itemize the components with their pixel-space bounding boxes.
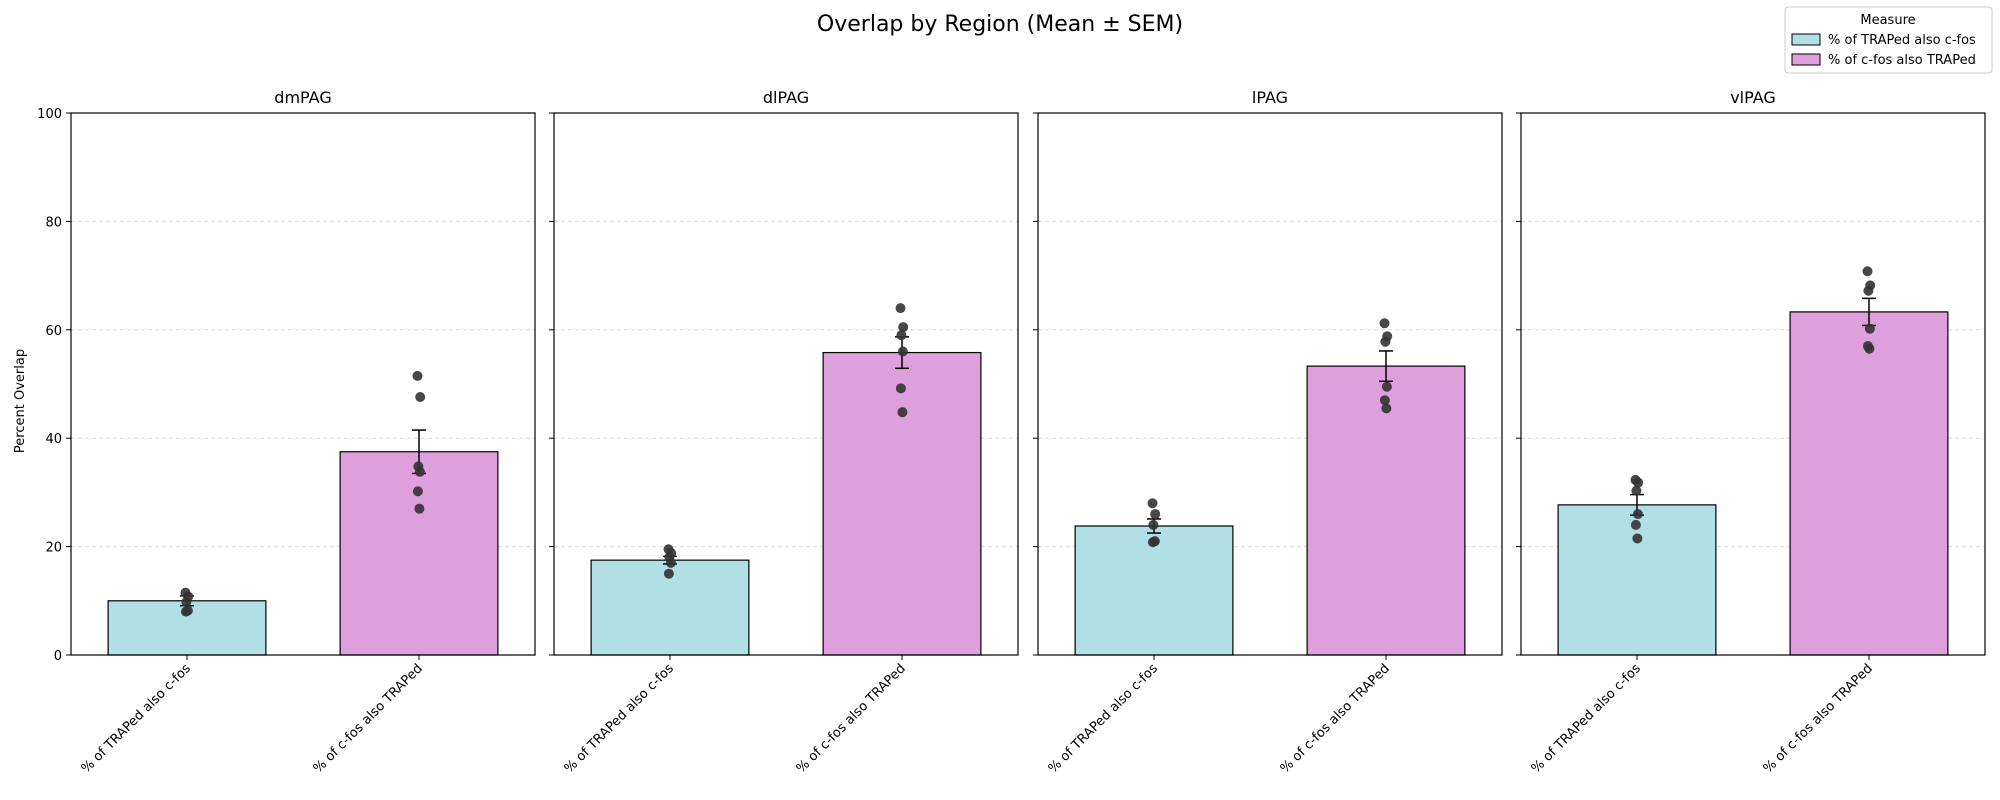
- bar: [822, 351, 982, 656]
- data-point: [414, 466, 425, 477]
- data-point: [895, 383, 906, 394]
- data-point: [1630, 519, 1641, 530]
- y-tick-label: 20: [45, 541, 62, 556]
- data-point: [1631, 485, 1642, 496]
- x-tick-label: % of TRAPed also c-fos: [79, 661, 194, 776]
- data-point: [1147, 498, 1158, 509]
- bar: [1789, 311, 1949, 656]
- x-tick-label: % of c-fos also TRAPed: [311, 661, 426, 776]
- data-point: [414, 503, 425, 514]
- data-point: [1148, 519, 1159, 530]
- bar: [1306, 365, 1466, 656]
- data-point: [1633, 477, 1644, 488]
- panel-title: dmPAG: [274, 88, 331, 107]
- panel-title: vlPAG: [1730, 88, 1776, 107]
- x-tick-label: % of TRAPed also c-fos: [1529, 661, 1644, 776]
- panel-vlPAG: vlPAG % of TRAPed also c-fos % of c-fos al…: [1516, 88, 1986, 776]
- legend-label-1: % of c-fos also TRAPed: [1828, 53, 1976, 68]
- legend-frame: [1784, 6, 1993, 74]
- bar: [1074, 525, 1234, 656]
- data-point: [1379, 318, 1390, 329]
- x-tick-label: % of TRAPed also c-fos: [562, 661, 677, 776]
- data-point: [1632, 509, 1643, 520]
- x-tick-label: % of TRAPed also c-fos: [1046, 661, 1161, 776]
- data-point: [1864, 323, 1875, 334]
- panel-frame: [553, 112, 1019, 656]
- data-point: [180, 606, 191, 617]
- data-point: [181, 596, 192, 607]
- data-point: [895, 303, 906, 314]
- y-axis-label: Percent Overlap: [13, 349, 28, 453]
- panel-title: lPAG: [1252, 88, 1288, 107]
- legend-swatch-1: [1791, 53, 1821, 66]
- data-point: [1864, 343, 1875, 354]
- data-point: [663, 568, 674, 579]
- data-point: [1147, 537, 1158, 548]
- panel-dmPAG: dmPAG % of TRAPed also c-fos % of c-fos al…: [37, 88, 536, 776]
- data-point: [1381, 381, 1392, 392]
- chart-panels: dmPAG % of TRAPed also c-fos % of c-fos al…: [37, 88, 1986, 776]
- x-tick-label: % of c-fos also TRAPed: [1761, 661, 1876, 776]
- bar: [339, 451, 499, 656]
- panel-frame: [1037, 112, 1503, 656]
- data-point: [897, 346, 908, 357]
- data-point: [412, 370, 423, 381]
- x-tick-label: % of c-fos also TRAPed: [1278, 661, 1393, 776]
- panel-frame: [1520, 112, 1986, 656]
- data-point: [1381, 403, 1392, 414]
- data-point: [1863, 285, 1874, 296]
- y-tick-label: 40: [45, 432, 62, 447]
- panel-title: dlPAG: [763, 88, 809, 107]
- legend-swatch-0: [1791, 33, 1821, 46]
- panel-dlPAG: dlPAG % of TRAPed also c-fos % of c-fos al…: [549, 88, 1019, 776]
- panel-frame: [70, 112, 536, 656]
- bar: [1557, 504, 1717, 656]
- y-tick-label: 80: [45, 215, 62, 230]
- y-tick-label: 100: [37, 107, 62, 122]
- data-point: [896, 330, 907, 341]
- data-point: [1862, 266, 1873, 277]
- data-point: [1632, 533, 1643, 544]
- data-point: [412, 486, 423, 497]
- y-tick-label: 60: [45, 324, 62, 339]
- data-point: [415, 392, 426, 403]
- legend-title: Measure: [1860, 13, 1915, 28]
- data-point: [897, 407, 908, 418]
- data-point: [898, 322, 909, 333]
- legend-label-0: % of TRAPed also c-fos: [1828, 33, 1976, 48]
- data-point: [665, 557, 676, 568]
- data-point: [1150, 509, 1161, 520]
- x-tick-label: % of c-fos also TRAPed: [794, 661, 909, 776]
- data-point: [1380, 336, 1391, 347]
- panel-lPAG: lPAG % of TRAPed also c-fos % of c-fos als…: [1033, 88, 1503, 776]
- chart-title: Overlap by Region (Mean ± SEM): [817, 12, 1183, 37]
- data-point: [1379, 395, 1390, 406]
- legend: Measure % of TRAPed also c-fos % of c-fo…: [1784, 6, 1993, 74]
- y-tick-label: 0: [54, 649, 62, 664]
